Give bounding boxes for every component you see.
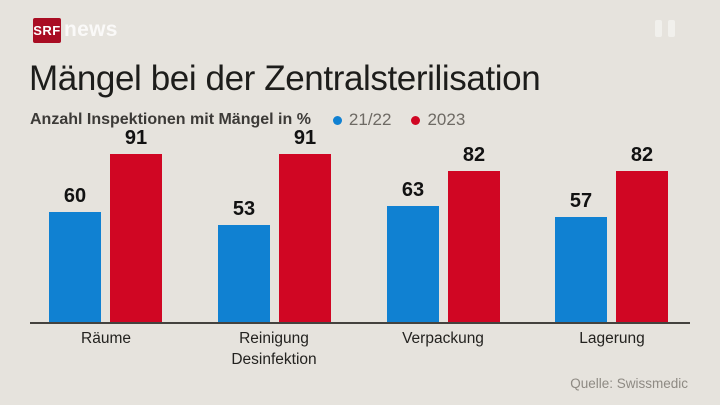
grouped-bar-chart: 60 91 53 91 63 82 57 82 — [30, 128, 690, 323]
legend-label: 2023 — [427, 110, 466, 129]
source-credit: Quelle: Swissmedic — [570, 376, 688, 391]
bar-value-label: 82 — [630, 144, 654, 166]
category-label-4: Lagerung — [579, 330, 645, 347]
bar-21-22-2 — [218, 225, 270, 323]
legend-dot-icon — [411, 115, 421, 125]
bar-value-label: 57 — [569, 190, 593, 212]
x-axis-line — [30, 322, 690, 324]
bar-2023-4 — [616, 171, 668, 323]
category-label-3: Verpackung — [402, 330, 484, 347]
legend-item-2023: 2023 — [411, 110, 465, 130]
srf-logo: SRF — [33, 18, 61, 43]
subtitle-row: Anzahl Inspektionen mit Mängel in % 21/2… — [30, 110, 465, 130]
bar-value-label: 53 — [232, 198, 256, 220]
bar-value-label: 60 — [63, 185, 87, 207]
bar-2023-1 — [110, 154, 162, 323]
bar-21-22-3 — [387, 206, 439, 323]
legend-label: 21/22 — [348, 110, 392, 129]
bar-2023-3 — [448, 171, 500, 323]
srf-logo-text: SRF — [33, 23, 61, 38]
bar-2023-2 — [279, 154, 331, 323]
chart-title: Mängel bei der Zentralsterilisation — [29, 59, 541, 98]
legend-dot-icon — [332, 115, 342, 125]
bar-value-label: 63 — [401, 179, 425, 201]
chart-legend: 21/22 2023 — [332, 110, 465, 130]
chart-subtitle: Anzahl Inspektionen mit Mängel in % — [30, 111, 311, 128]
category-label-1: Räume — [81, 330, 131, 347]
bar-21-22-1 — [49, 212, 101, 323]
bar-value-label: 82 — [462, 144, 486, 166]
bar-value-label: 91 — [124, 127, 148, 149]
pause-icon — [655, 20, 675, 37]
news-brand-label: news — [64, 18, 118, 41]
bar-21-22-4 — [555, 217, 607, 323]
category-label-2: Reinigung Desinfektion — [231, 330, 317, 368]
bar-value-label: 91 — [293, 127, 317, 149]
legend-item-21-22: 21/22 — [332, 110, 392, 130]
